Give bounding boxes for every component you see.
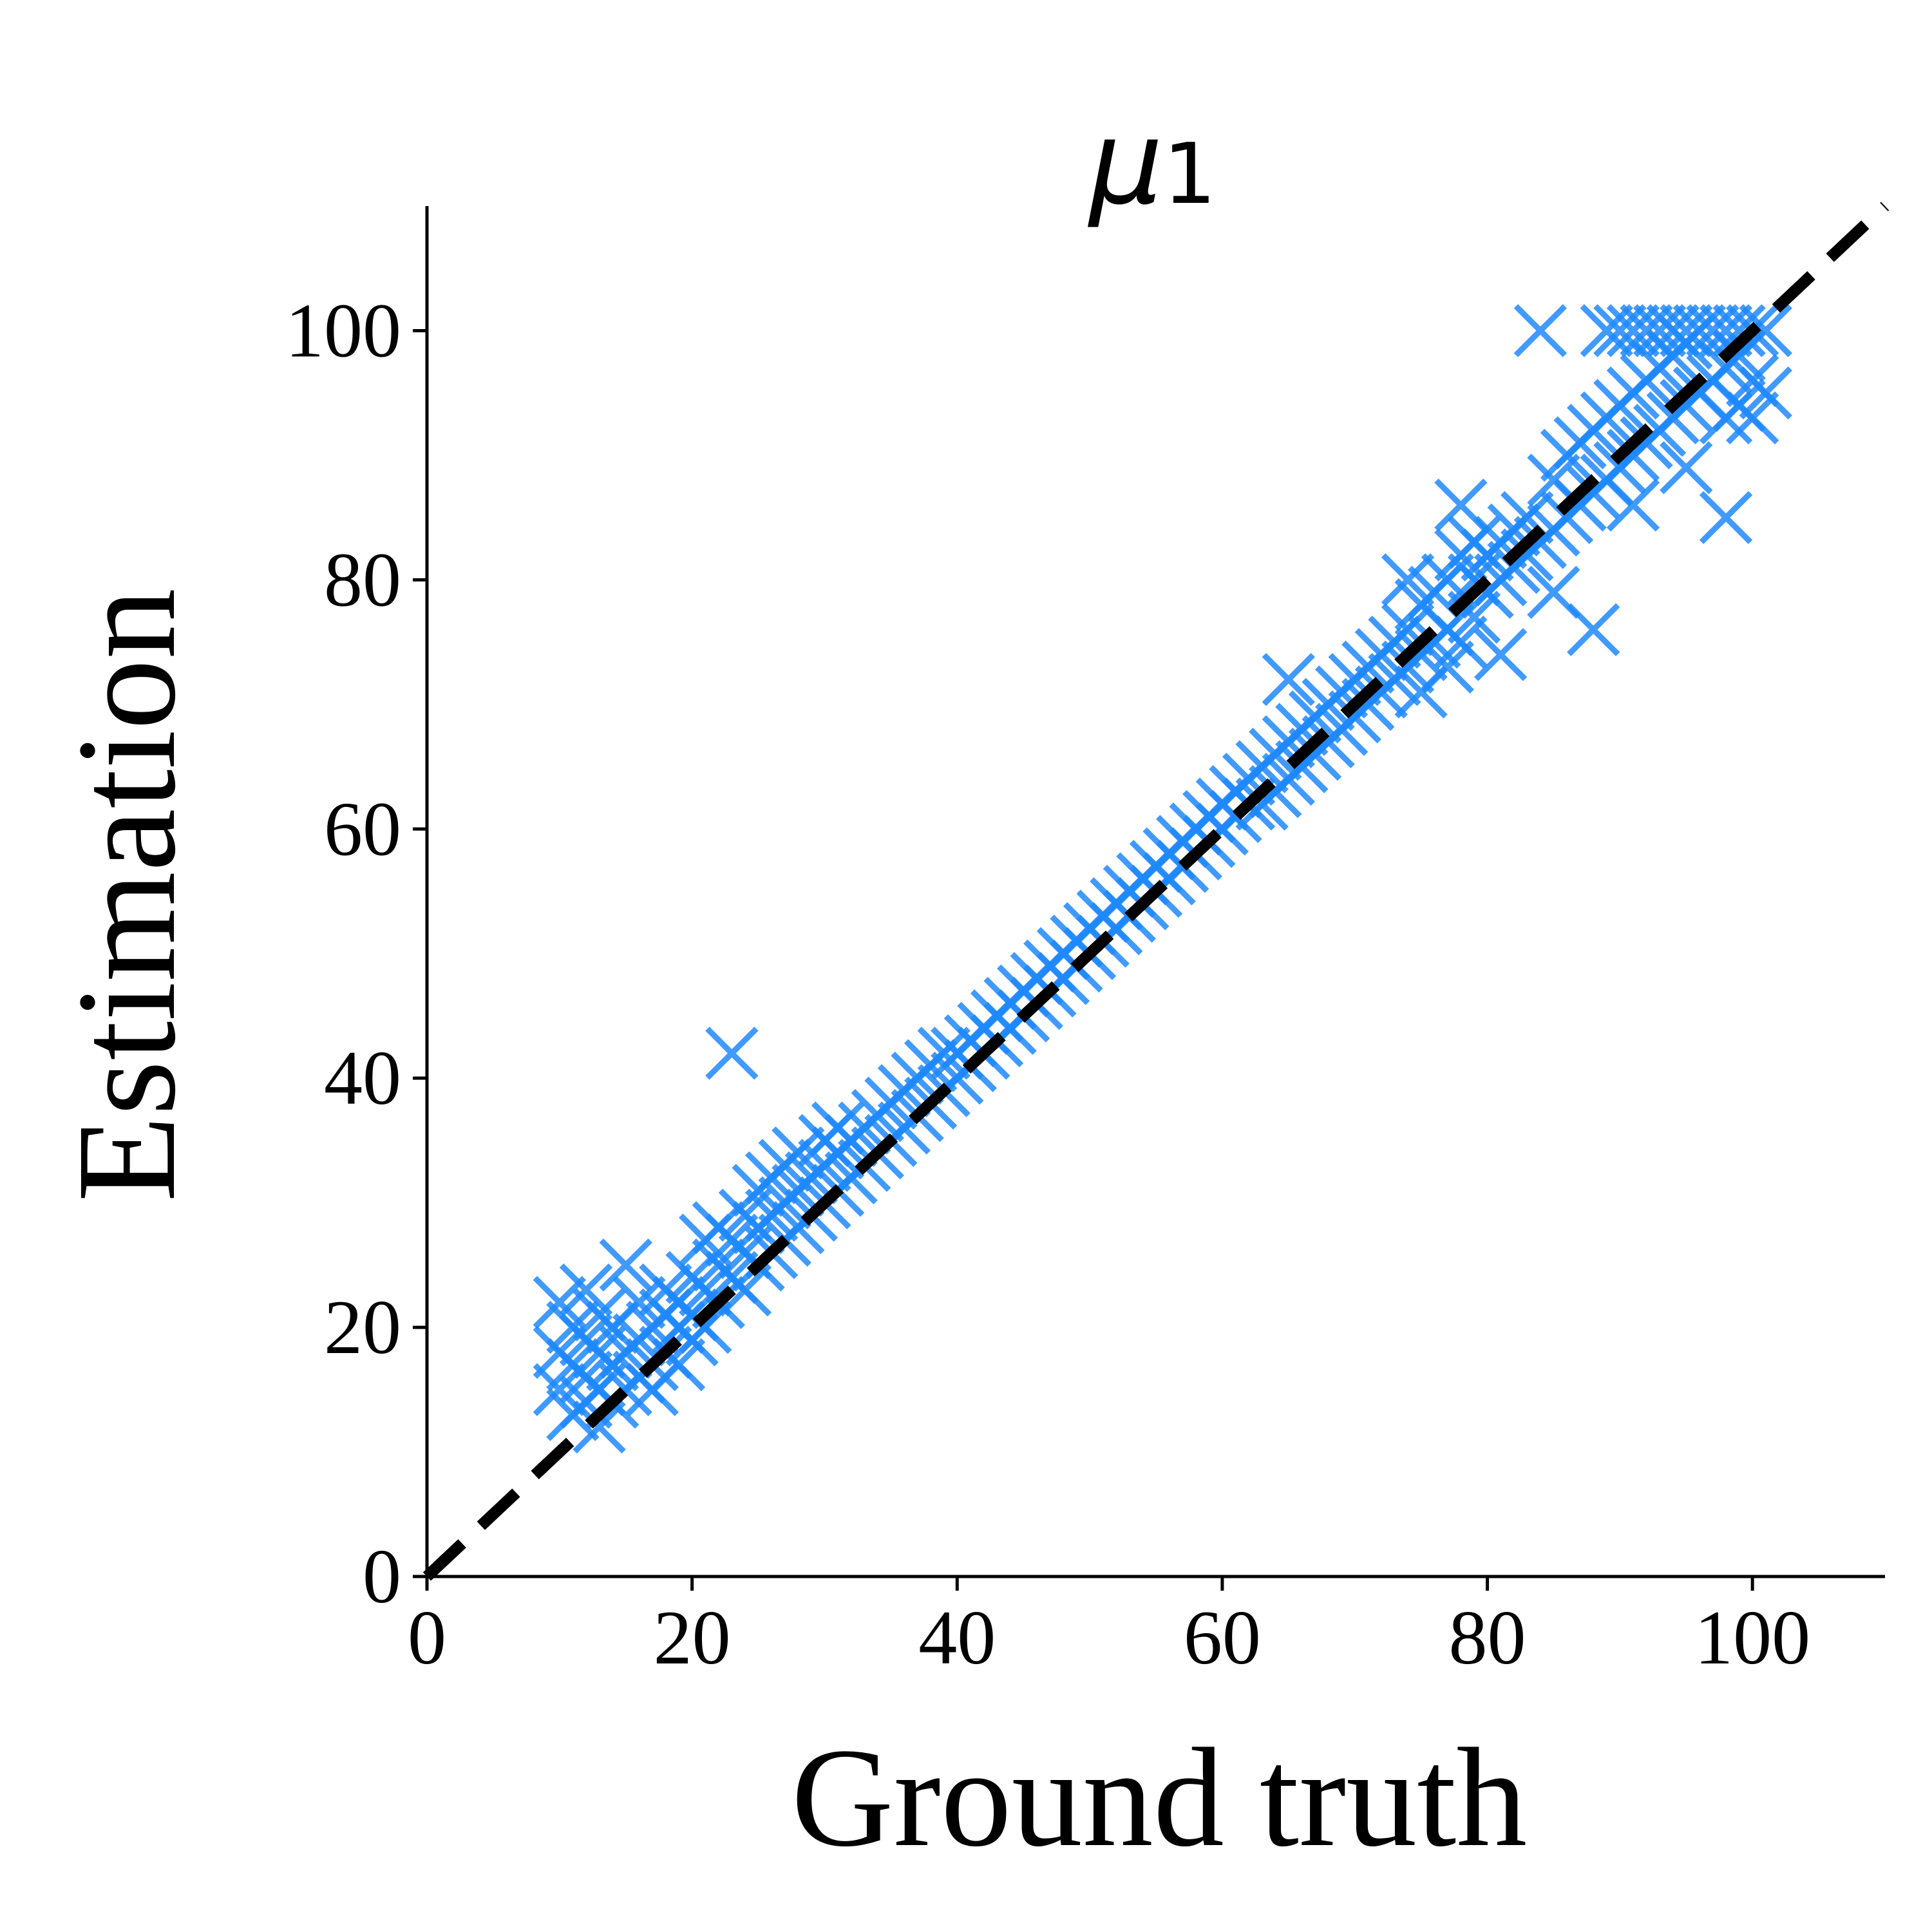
data-point — [1712, 304, 1766, 357]
data-point — [573, 1400, 626, 1454]
x-tick-label: 100 — [1694, 1595, 1810, 1680]
chart-title-subscript: 1 — [1163, 125, 1217, 223]
identity-reference-line — [422, 202, 1889, 1581]
y-tick-label: 100 — [285, 287, 401, 373]
data-point — [705, 1027, 759, 1080]
data-point — [599, 1238, 652, 1292]
data-point — [1567, 603, 1620, 656]
data-point — [1739, 366, 1792, 420]
data-point — [1434, 615, 1488, 669]
x-tick-label: 80 — [1449, 1595, 1526, 1680]
x-tick-label: 0 — [408, 1595, 446, 1680]
data-point — [1513, 304, 1567, 357]
y-tick-label: 40 — [324, 1035, 401, 1121]
y-tick-label: 20 — [324, 1284, 401, 1370]
data-point — [1606, 478, 1660, 532]
data-points — [533, 304, 1792, 1454]
x-tick-label: 40 — [918, 1595, 996, 1680]
chart-title-symbol: μ — [1087, 96, 1163, 231]
x-axis-ticks: 0 20 40 60 80 100 — [408, 1577, 1810, 1680]
x-axis-label: Ground truth — [791, 1719, 1528, 1876]
y-tick-label: 0 — [363, 1533, 401, 1619]
data-point — [533, 1276, 586, 1329]
data-point — [1580, 304, 1633, 357]
data-point — [1473, 628, 1528, 681]
chart-title: μ1 — [1087, 96, 1216, 231]
data-point — [1633, 304, 1687, 357]
data-point — [1381, 553, 1435, 607]
y-tick-label: 80 — [324, 536, 401, 622]
data-point — [1699, 491, 1753, 544]
data-point — [612, 1276, 666, 1329]
data-point — [1606, 304, 1660, 357]
y-axis-ticks: 0 20 40 60 80 100 — [285, 287, 427, 1619]
x-tick-label: 20 — [654, 1595, 731, 1680]
x-tick-label: 60 — [1184, 1595, 1261, 1680]
data-point — [917, 1027, 971, 1080]
data-point — [1660, 441, 1713, 495]
y-tick-label: 60 — [324, 786, 401, 871]
data-point — [1262, 652, 1316, 706]
data-point — [1739, 304, 1792, 357]
data-point — [559, 1263, 613, 1317]
data-point — [1672, 304, 1727, 357]
y-axis-label: Estimation — [48, 588, 205, 1202]
data-point — [1725, 391, 1779, 445]
data-point — [718, 1263, 772, 1317]
data-point — [1421, 640, 1474, 694]
